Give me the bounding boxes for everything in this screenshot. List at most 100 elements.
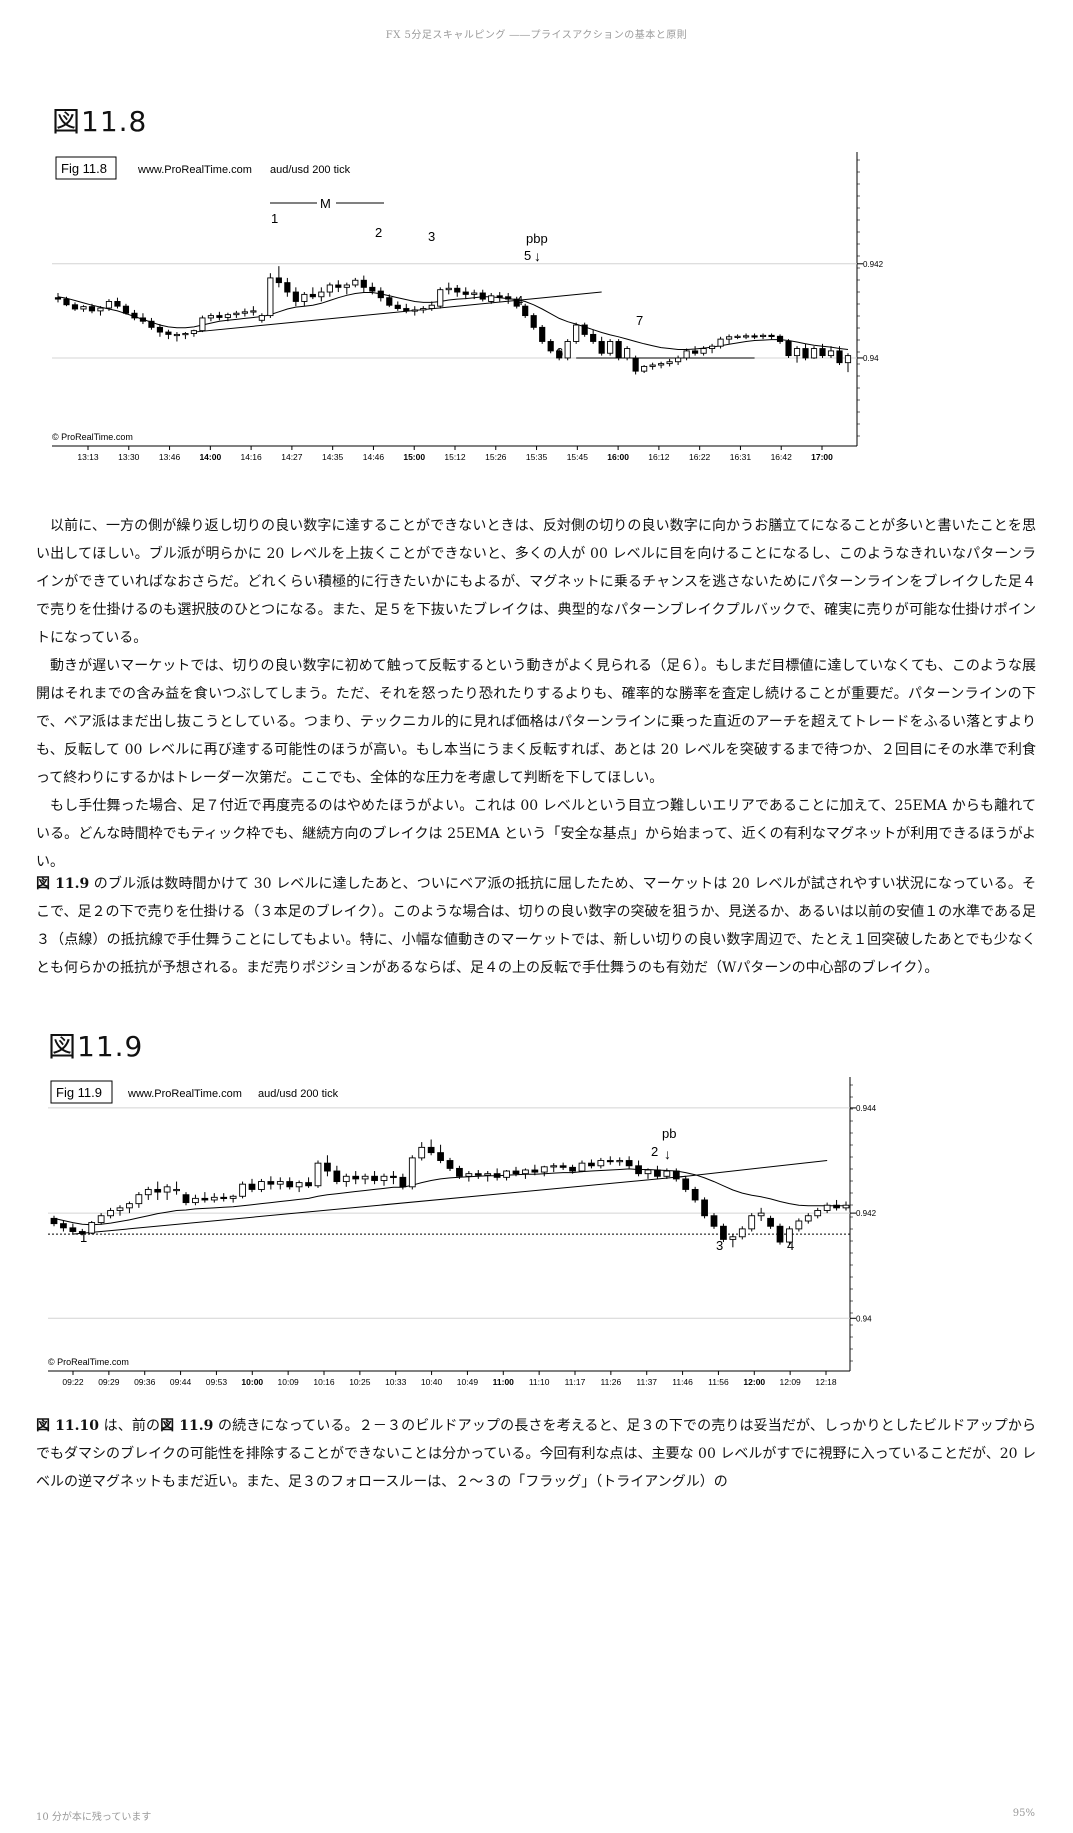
candle [479,292,486,300]
candle [131,312,138,319]
candle [361,1175,369,1180]
candle [54,297,62,300]
candle [78,1231,86,1234]
copyright-label: © ProRealTime.com [52,432,133,442]
candle [408,1157,416,1188]
candle [578,1162,586,1172]
candle [539,326,546,342]
candle [767,1217,774,1227]
candle [559,1165,567,1168]
candle [182,333,189,336]
trend-line [676,1160,828,1178]
candle [190,330,197,334]
candle [768,334,775,338]
candle [666,361,673,365]
candle [598,341,605,354]
candle [795,1220,803,1230]
time-tick-label: 16:31 [730,452,752,462]
candle [326,284,333,293]
paragraph-3: もし手仕舞った場合、足７付近で再度売るのはやめたほうがよい。これは 00 レベル… [36,798,1036,870]
annotation-3: 3 [716,1238,723,1253]
candle [616,1160,624,1163]
candle [675,357,682,363]
candle [606,1160,614,1163]
time-tick-label: 14:00 [199,452,221,462]
candle [844,355,852,364]
candle [738,1228,746,1238]
candle [352,1175,360,1180]
figure-ref: 図 11.9 [36,876,90,892]
candle [786,1228,793,1243]
candle [569,1166,576,1172]
time-tick-label: 11:00 [493,1377,515,1387]
time-tick-label: 13:46 [159,452,181,462]
price-tick-label: 0.944 [856,1104,877,1113]
instrument-label: aud/usd 200 tick [258,1088,339,1100]
candle [654,1169,661,1177]
candle [210,1196,218,1201]
candle [530,315,537,328]
candle [720,1225,727,1240]
time-tick-label: 10:25 [349,1377,371,1387]
candle [314,1162,322,1187]
time-tick-label: 15:35 [526,452,548,462]
candle [692,350,699,354]
candle [672,1170,680,1180]
chart-fig-11-8: Fig 11.8 www.ProRealTime.com aud/usd 200… [52,152,884,462]
candle [258,315,265,321]
body-text-block-3: 図 11.10 は、前の図 11.9 の続きになっている。２－３のビルドアップの… [36,1412,1036,1496]
candle [369,286,376,292]
candle [360,279,367,288]
annotation-2: 2 [651,1144,658,1159]
candle [88,1222,96,1234]
candle [399,1176,407,1188]
candle [292,291,299,302]
candle [352,279,359,286]
candle [842,1204,850,1209]
time-tick-label: 11:46 [672,1377,693,1387]
candle [785,341,792,357]
figure-title-11-8: 図11.8 [52,105,148,138]
annotation-1: 1 [271,211,278,226]
time-tick-label: 09:36 [134,1377,156,1387]
candle [757,1212,765,1217]
time-tick-label: 17:00 [811,452,833,462]
time-tick-label: 13:13 [77,452,99,462]
candle [301,293,308,302]
candle [615,341,622,359]
price-tick-label: 0.94 [863,354,879,363]
candle [403,308,410,312]
candle [462,291,469,295]
candle [496,295,503,298]
candle [759,334,767,338]
candle [700,348,707,354]
candle [258,1181,265,1190]
candle [380,1175,388,1181]
time-tick-label: 15:12 [444,452,466,462]
candle [810,348,818,359]
candle [505,296,512,300]
site-label: www.ProRealTime.com [127,1088,242,1100]
candle [333,1170,341,1183]
candle [437,1152,444,1161]
time-tick-label: 14:35 [322,452,344,462]
candle [632,357,639,372]
candle [625,1160,633,1167]
candle [635,1165,642,1175]
candle [284,282,291,293]
time-tick-label: 15:00 [403,452,425,462]
candle [107,1210,114,1217]
candle [663,1170,671,1177]
candle [823,1204,831,1211]
candle [503,1170,510,1178]
candle [139,317,147,322]
candle [239,1183,246,1197]
candle [814,1210,822,1217]
time-tick-label: 12:18 [815,1377,837,1387]
time-tick-label: 10:40 [421,1377,443,1387]
candle [156,326,164,333]
candle [550,1165,558,1168]
candle [390,1175,397,1178]
candle [682,1178,690,1190]
time-tick-label: 09:29 [98,1377,120,1387]
